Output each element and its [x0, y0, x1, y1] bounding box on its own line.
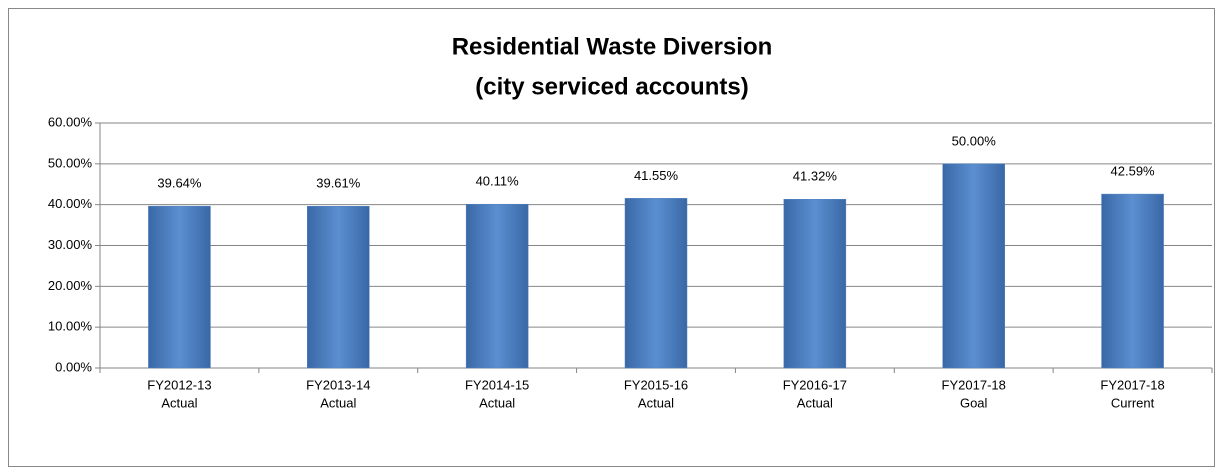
value-label: 41.55% [634, 168, 679, 183]
value-label: 40.11% [476, 174, 520, 189]
x-tick-label: Actual [638, 395, 674, 410]
bar [783, 199, 847, 369]
x-tick-label: FY2015-16 [624, 377, 688, 392]
x-tick-label: Actual [797, 395, 833, 410]
x-tick-label: FY2013-14 [306, 377, 370, 392]
y-tick-label: 50.00% [48, 155, 93, 170]
x-tick-label: FY2012-13 [147, 377, 211, 392]
x-tick-label: Current [1111, 395, 1155, 410]
bar [148, 205, 211, 369]
x-tick-label: FY2017-18 [942, 377, 1006, 392]
bar [1101, 193, 1164, 369]
x-tick-label: Actual [479, 395, 515, 410]
y-tick-label: 0.00% [55, 359, 92, 374]
value-label: 41.32% [793, 169, 838, 184]
y-tick-label: 20.00% [48, 278, 93, 293]
x-tick-label: Actual [161, 395, 197, 410]
bar [465, 203, 529, 369]
y-tick-label: 10.00% [48, 319, 93, 334]
x-tick-label: FY2014-15 [465, 377, 529, 392]
chart-title: Residential Waste Diversion [452, 33, 773, 60]
x-tick-label: FY2017-18 [1100, 377, 1164, 392]
value-label: 42.59% [1111, 164, 1156, 179]
bar [307, 206, 370, 369]
chart-title: (city serviced accounts) [475, 73, 748, 100]
x-tick-label: FY2016-17 [783, 377, 847, 392]
bar [624, 198, 688, 369]
y-tick-label: 40.00% [48, 196, 93, 211]
x-tick-label: Goal [960, 395, 988, 410]
value-label: 39.64% [157, 176, 202, 191]
value-label: 50.00% [952, 133, 997, 148]
y-tick-label: 60.00% [48, 114, 93, 129]
x-tick-label: Actual [320, 395, 356, 410]
y-tick-label: 30.00% [48, 237, 93, 252]
bar [942, 163, 1005, 369]
value-label: 39.61% [316, 176, 361, 191]
